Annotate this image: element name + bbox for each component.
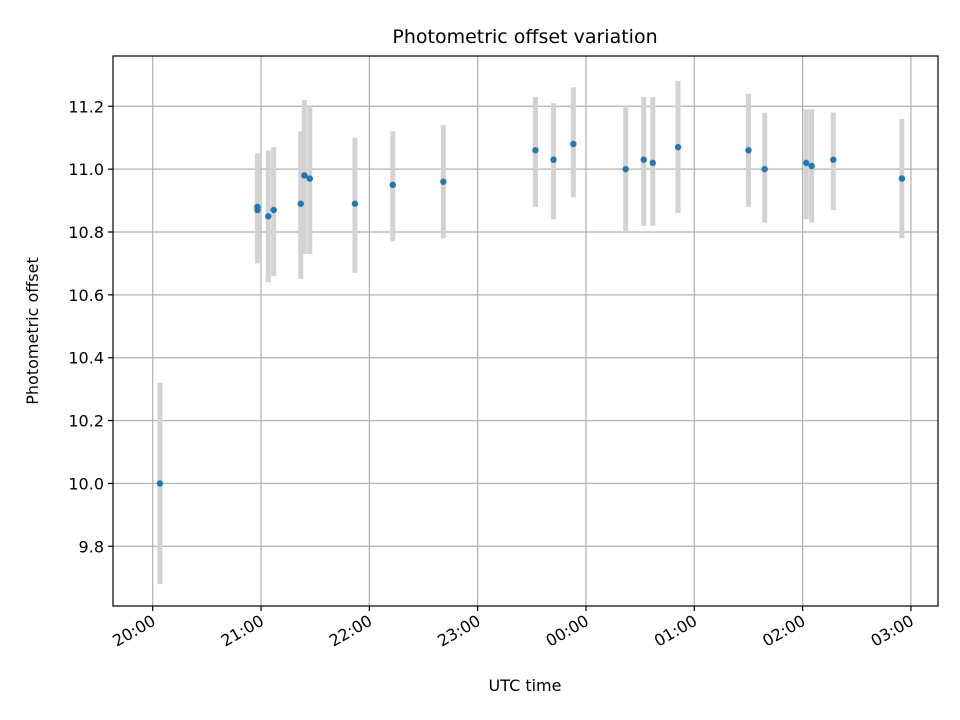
data-point <box>270 206 277 214</box>
data-point <box>532 147 539 154</box>
data-point <box>745 147 752 154</box>
y-tick-label: 10.2 <box>68 412 104 431</box>
data-point <box>570 140 577 148</box>
data-point <box>351 200 359 207</box>
y-axis-label: Photometric offset <box>23 257 42 405</box>
y-tick-label: 10.4 <box>68 349 104 368</box>
data-point <box>550 156 557 163</box>
y-axis: 9.8 10.0 10.2 10.4 10.6 10.8 11.0 11.2 <box>68 97 113 556</box>
y-tick-label: 11.2 <box>68 97 104 116</box>
grid <box>113 56 938 606</box>
data-point <box>649 159 656 167</box>
data-point <box>640 156 647 163</box>
data-point <box>674 143 682 151</box>
data-point <box>389 181 397 189</box>
data-point <box>440 178 447 185</box>
y-tick-label: 10.6 <box>68 286 104 305</box>
data-point <box>761 165 768 173</box>
data-point <box>808 162 815 170</box>
x-axis-label: UTC time <box>489 676 562 695</box>
data-point <box>301 172 308 179</box>
y-tick-label: 11.0 <box>68 160 104 179</box>
data-point <box>254 203 261 211</box>
chart-title: Photometric offset variation <box>392 26 657 48</box>
data-point <box>265 213 272 220</box>
y-tick-label: 10.8 <box>68 223 104 242</box>
y-tick-label: 9.8 <box>79 537 104 556</box>
data-point <box>830 156 837 163</box>
data-point <box>898 175 906 182</box>
data-points <box>156 140 906 487</box>
y-tick-label: 10.0 <box>68 474 104 493</box>
data-point <box>803 159 810 167</box>
data-point <box>156 480 164 487</box>
data-point <box>306 175 313 182</box>
data-point <box>622 165 629 173</box>
data-point <box>297 200 304 207</box>
plot-frame <box>112 55 939 607</box>
